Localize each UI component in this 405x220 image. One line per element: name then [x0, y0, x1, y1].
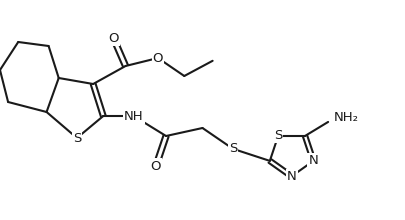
Text: S: S [73, 132, 81, 145]
Text: O: O [153, 51, 163, 64]
Text: NH: NH [124, 110, 143, 123]
Text: O: O [151, 160, 161, 172]
Text: S: S [274, 129, 282, 142]
Text: N: N [309, 154, 318, 167]
Text: S: S [229, 142, 237, 155]
Text: NH₂: NH₂ [334, 112, 359, 125]
Text: O: O [108, 31, 119, 44]
Text: N: N [287, 170, 296, 183]
